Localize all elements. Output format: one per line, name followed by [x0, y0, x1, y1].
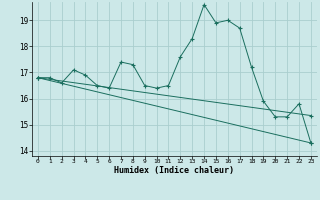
X-axis label: Humidex (Indice chaleur): Humidex (Indice chaleur): [115, 166, 234, 175]
